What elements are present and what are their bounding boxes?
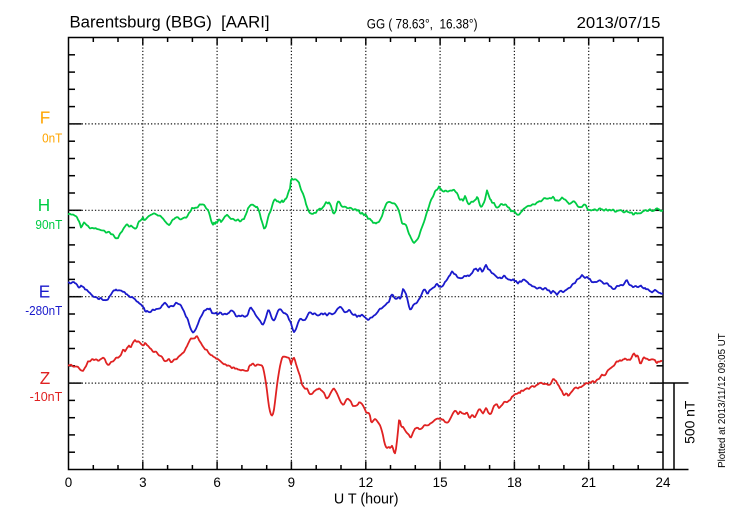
svg-text:-10nT: -10nT: [30, 390, 63, 404]
svg-text:H: H: [38, 195, 50, 215]
svg-text:9: 9: [288, 475, 295, 490]
svg-text:F: F: [40, 108, 51, 128]
svg-text:GG ( 78.63°, 16.38°): GG ( 78.63°, 16.38°): [367, 16, 478, 31]
svg-text:Z: Z: [40, 368, 51, 388]
svg-text:24: 24: [656, 475, 671, 490]
svg-text:15: 15: [433, 475, 448, 490]
svg-text:0: 0: [65, 475, 72, 490]
svg-text:U T (hour): U T (hour): [334, 492, 399, 508]
svg-text:Plotted at 2013/11/12 09:05 UT: Plotted at 2013/11/12 09:05 UT: [717, 333, 728, 468]
svg-text:6: 6: [213, 475, 220, 490]
svg-text:21: 21: [581, 475, 596, 490]
svg-text:90nT: 90nT: [35, 218, 62, 232]
svg-text:-280nT: -280nT: [25, 304, 62, 318]
svg-text:12: 12: [358, 475, 373, 490]
svg-text:E: E: [39, 281, 50, 301]
svg-text:18: 18: [507, 475, 522, 490]
svg-text:Barentsburg (BBG) [AARI]: Barentsburg (BBG) [AARI]: [70, 13, 270, 32]
svg-text:500 nT: 500 nT: [683, 401, 698, 444]
svg-text:3: 3: [139, 475, 146, 490]
svg-text:2013/07/15: 2013/07/15: [577, 15, 661, 32]
svg-text:0nT: 0nT: [42, 131, 62, 145]
